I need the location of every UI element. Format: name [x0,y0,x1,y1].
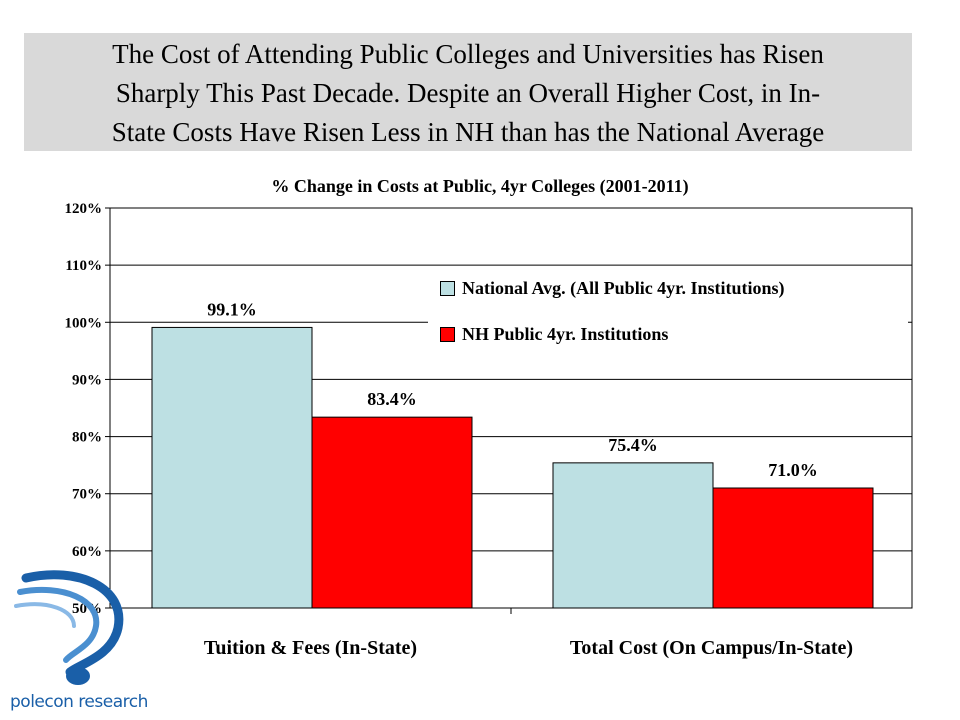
x-tick-label: Total Cost (On Campus/In-State) [570,637,853,659]
legend-label-nh: NH Public 4yr. Institutions [462,324,669,344]
y-tick-label: 70% [72,487,102,503]
data-labels: 99.1% 83.4% 75.4% 71.0% [207,299,818,480]
legend: National Avg. (All Public 4yr. Instituti… [428,268,908,360]
axes: 50%60%70%80%90%100%110%120%Tuition & Fee… [65,201,913,659]
slide-title-line: Sharply This Past Decade. Despite an Ove… [115,78,821,108]
y-tick-label: 80% [72,430,102,446]
slide-title: The Cost of Attending Public Colleges an… [24,33,912,151]
y-tick-label: 120% [65,201,103,217]
y-tick-label: 110% [65,258,102,274]
x-tick-label: Tuition & Fees (In-State) [204,637,417,659]
legend-swatch-nh [440,327,455,342]
y-tick-label: 100% [65,315,103,331]
data-label: 75.4% [608,435,658,455]
data-label: 99.1% [207,299,257,319]
data-label: 71.0% [768,460,818,480]
slide-title-line: The Cost of Attending Public Colleges an… [112,39,824,69]
bars [151,326,874,609]
logo-text: polecon research [10,692,148,712]
y-tick-label: 60% [72,544,102,560]
bar [311,416,473,609]
chart-title: % Change in Costs at Public, 4yr College… [271,176,689,196]
data-label: 83.4% [367,389,417,409]
y-tick-label: 90% [72,372,102,388]
bar [552,462,714,609]
legend-swatch-national [440,281,455,296]
legend-item-national: National Avg. (All Public 4yr. Instituti… [440,278,785,299]
polecon-logo-icon [14,570,124,685]
slide-title-line: State Costs Have Risen Less in NH than h… [111,117,825,147]
legend-label-national: National Avg. (All Public 4yr. Instituti… [462,278,785,298]
legend-item-nh: NH Public 4yr. Institutions [440,324,668,345]
bar [151,326,313,609]
bar [712,487,874,609]
